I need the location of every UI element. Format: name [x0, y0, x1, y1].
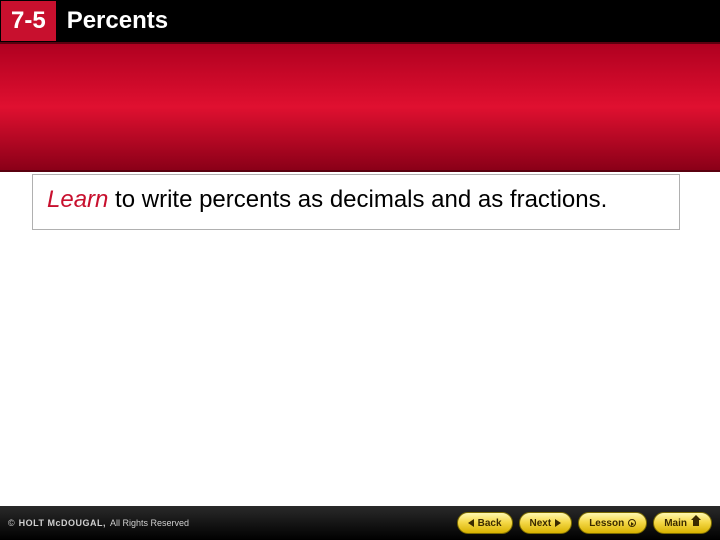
slide-title: Percents	[57, 0, 720, 42]
next-button-label: Next	[530, 518, 552, 529]
next-button[interactable]: Next	[519, 512, 573, 534]
home-icon	[691, 519, 701, 527]
decorative-red-band	[0, 42, 720, 172]
triangle-left-icon	[468, 519, 474, 527]
rights-reserved: All Rights Reserved	[110, 518, 189, 528]
slide-header: 7-5 Percents	[0, 0, 720, 42]
copyright-text: © HOLT McDOUGAL, All Rights Reserved	[8, 518, 451, 528]
triangle-right-icon	[555, 519, 561, 527]
learn-keyword: Learn	[47, 186, 108, 213]
lesson-play-icon	[628, 519, 636, 527]
learn-objective-box: Learn to write percents as decimals and …	[32, 174, 680, 230]
lesson-button-label: Lesson	[589, 518, 624, 529]
back-button[interactable]: Back	[457, 512, 513, 534]
learn-objective-text: to write percents as decimals and as fra…	[108, 186, 607, 213]
slide-footer: © HOLT McDOUGAL, All Rights Reserved Bac…	[0, 506, 720, 540]
main-button[interactable]: Main	[653, 512, 712, 534]
copyright-symbol: ©	[8, 518, 15, 528]
lesson-button[interactable]: Lesson	[578, 512, 647, 534]
back-button-label: Back	[478, 518, 502, 529]
publisher-brand: HOLT McDOUGAL,	[19, 518, 106, 528]
lesson-number-badge: 7-5	[0, 0, 57, 42]
main-button-label: Main	[664, 518, 687, 529]
